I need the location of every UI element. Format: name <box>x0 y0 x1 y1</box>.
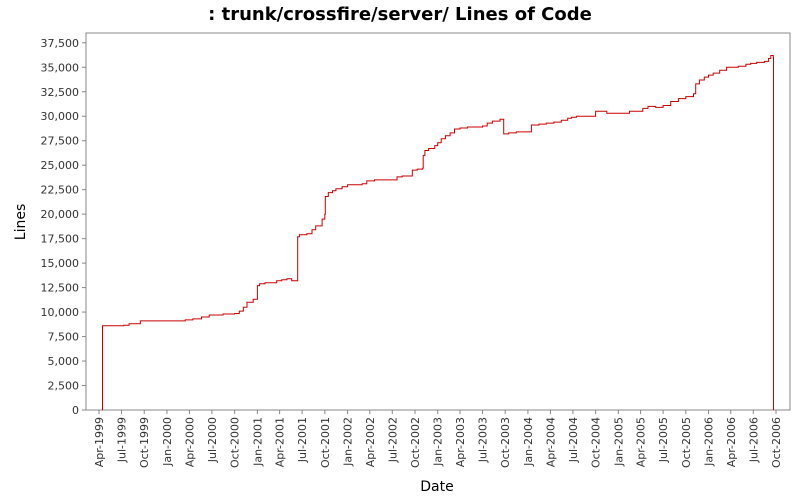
x-tick-label: Jul-2001 <box>296 417 309 463</box>
x-tick-label: Oct-2004 <box>590 417 603 468</box>
x-tick-label: Oct-2003 <box>499 417 512 468</box>
y-tick-label: 12,500 <box>41 282 80 295</box>
lines-of-code-series-line <box>102 55 774 411</box>
y-tick-label: 35,000 <box>41 61 80 74</box>
x-tick-label: Oct-2006 <box>770 417 783 468</box>
x-tick-label: Apr-2000 <box>183 417 196 467</box>
x-tick-label: Apr-1999 <box>93 417 106 467</box>
y-tick-label: 10,000 <box>41 306 80 319</box>
plot-area <box>85 32 791 411</box>
x-tick-label: Apr-2004 <box>544 417 557 467</box>
x-tick-label: Jul-2004 <box>567 417 580 463</box>
x-tick-label: Oct-2000 <box>229 417 242 468</box>
x-tick-label: Jul-2000 <box>206 417 219 463</box>
x-tick-label: Jan-2003 <box>432 417 445 467</box>
x-tick-label: Jan-2000 <box>161 417 174 467</box>
x-tick-label: Apr-2001 <box>274 417 287 467</box>
x-tick-label: Jul-2006 <box>747 417 760 463</box>
x-axis: Apr-1999 Jul-1999 Oct-1999 Jan-2000 Apr-2000… <box>93 410 783 468</box>
x-tick-label: Jan-2006 <box>703 417 716 467</box>
y-tick-label: 0 <box>72 404 79 417</box>
y-tick-label: 5,000 <box>48 355 80 368</box>
y-tick-label: 22,500 <box>41 184 80 197</box>
x-tick-label: Jan-2001 <box>251 417 264 467</box>
y-tick-label: 27,500 <box>41 135 80 148</box>
y-tick-label: 20,000 <box>41 208 80 221</box>
x-tick-label: Jul-1999 <box>115 417 128 463</box>
x-tick-label: Jan-2002 <box>342 417 355 467</box>
x-tick-label: Oct-1999 <box>138 417 151 468</box>
x-tick-label: Oct-2002 <box>409 417 422 468</box>
x-tick-label: Apr-2005 <box>635 417 648 467</box>
y-tick-label: 32,500 <box>41 86 80 99</box>
x-tick-label: Apr-2002 <box>364 417 377 467</box>
y-tick-label: 7,500 <box>48 331 80 344</box>
y-tick-label: 17,500 <box>41 233 80 246</box>
x-tick-label: Jan-2005 <box>612 417 625 467</box>
x-tick-label: Jul-2002 <box>386 417 399 463</box>
chart-title: : trunk/crossfire/server/ Lines of Code <box>208 4 592 25</box>
x-tick-label: Jul-2003 <box>476 417 489 463</box>
x-axis-label: Date <box>420 479 453 495</box>
x-tick-label: Jul-2005 <box>657 417 670 463</box>
x-tick-label: Jan-2004 <box>522 417 535 467</box>
x-tick-label: Oct-2005 <box>680 417 693 468</box>
y-tick-label: 37,500 <box>41 37 80 50</box>
y-axis: 0 2,500 5,000 7,500 10,000 12,500 15,000 17,500… <box>41 37 86 417</box>
x-tick-label: Oct-2001 <box>319 417 332 468</box>
x-tick-label: Apr-2006 <box>725 417 738 467</box>
y-tick-label: 30,000 <box>41 110 80 123</box>
x-tick-label: Apr-2003 <box>454 417 467 467</box>
y-tick-label: 15,000 <box>41 257 80 270</box>
y-tick-label: 25,000 <box>41 159 80 172</box>
y-tick-label: 2,500 <box>48 380 80 393</box>
y-axis-label: Lines <box>13 204 29 240</box>
